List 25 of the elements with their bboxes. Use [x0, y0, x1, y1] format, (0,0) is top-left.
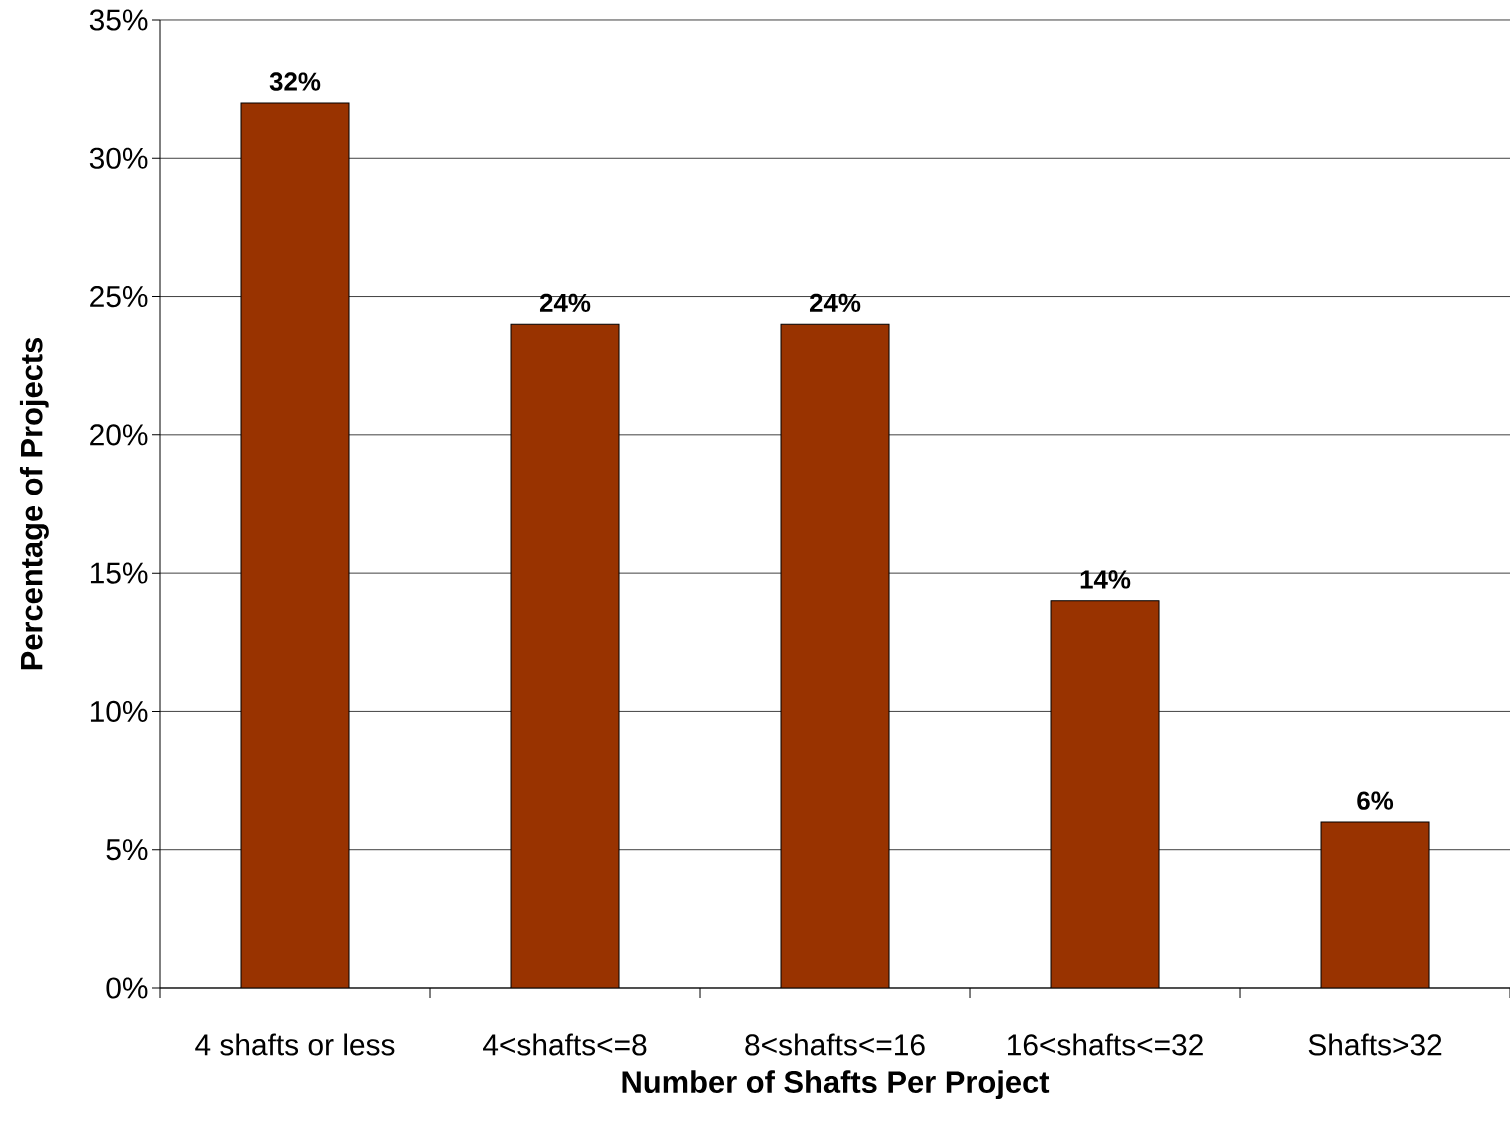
- x-axis-title: Number of Shafts Per Project: [622, 1070, 1050, 1100]
- y-tick-label: 25%: [90, 285, 148, 308]
- data-label: 32%: [269, 72, 321, 91]
- x-tick-label: 4<shafts<=8: [483, 1033, 647, 1056]
- data-label: 14%: [1080, 570, 1131, 589]
- y-tick-label: 35%: [89, 9, 148, 31]
- bar: [780, 323, 890, 988]
- y-tick-label: 30%: [89, 147, 148, 169]
- data-label: 6%: [1357, 791, 1394, 810]
- bar: [240, 102, 350, 988]
- y-tick-label: 5%: [106, 839, 148, 861]
- y-tick-label: 20%: [90, 424, 148, 446]
- x-tick-label: Shafts>32: [1308, 1033, 1442, 1056]
- data-label: 24%: [539, 293, 591, 313]
- x-tick-label: 4 shafts or less: [195, 1033, 395, 1056]
- data-label: 24%: [809, 293, 861, 313]
- x-tick-label: 16<shafts<=32: [1008, 1033, 1203, 1056]
- bar: [1320, 821, 1430, 988]
- bar: [510, 323, 620, 988]
- y-tick-label: 10%: [90, 700, 148, 723]
- y-tick-label: 15%: [90, 562, 148, 584]
- y-tick-label: 0%: [106, 977, 148, 999]
- bar: [1050, 600, 1160, 988]
- y-axis-title: Percentage of Projects: [19, 337, 49, 670]
- x-tick-label: 8<shafts<=16: [745, 1033, 925, 1056]
